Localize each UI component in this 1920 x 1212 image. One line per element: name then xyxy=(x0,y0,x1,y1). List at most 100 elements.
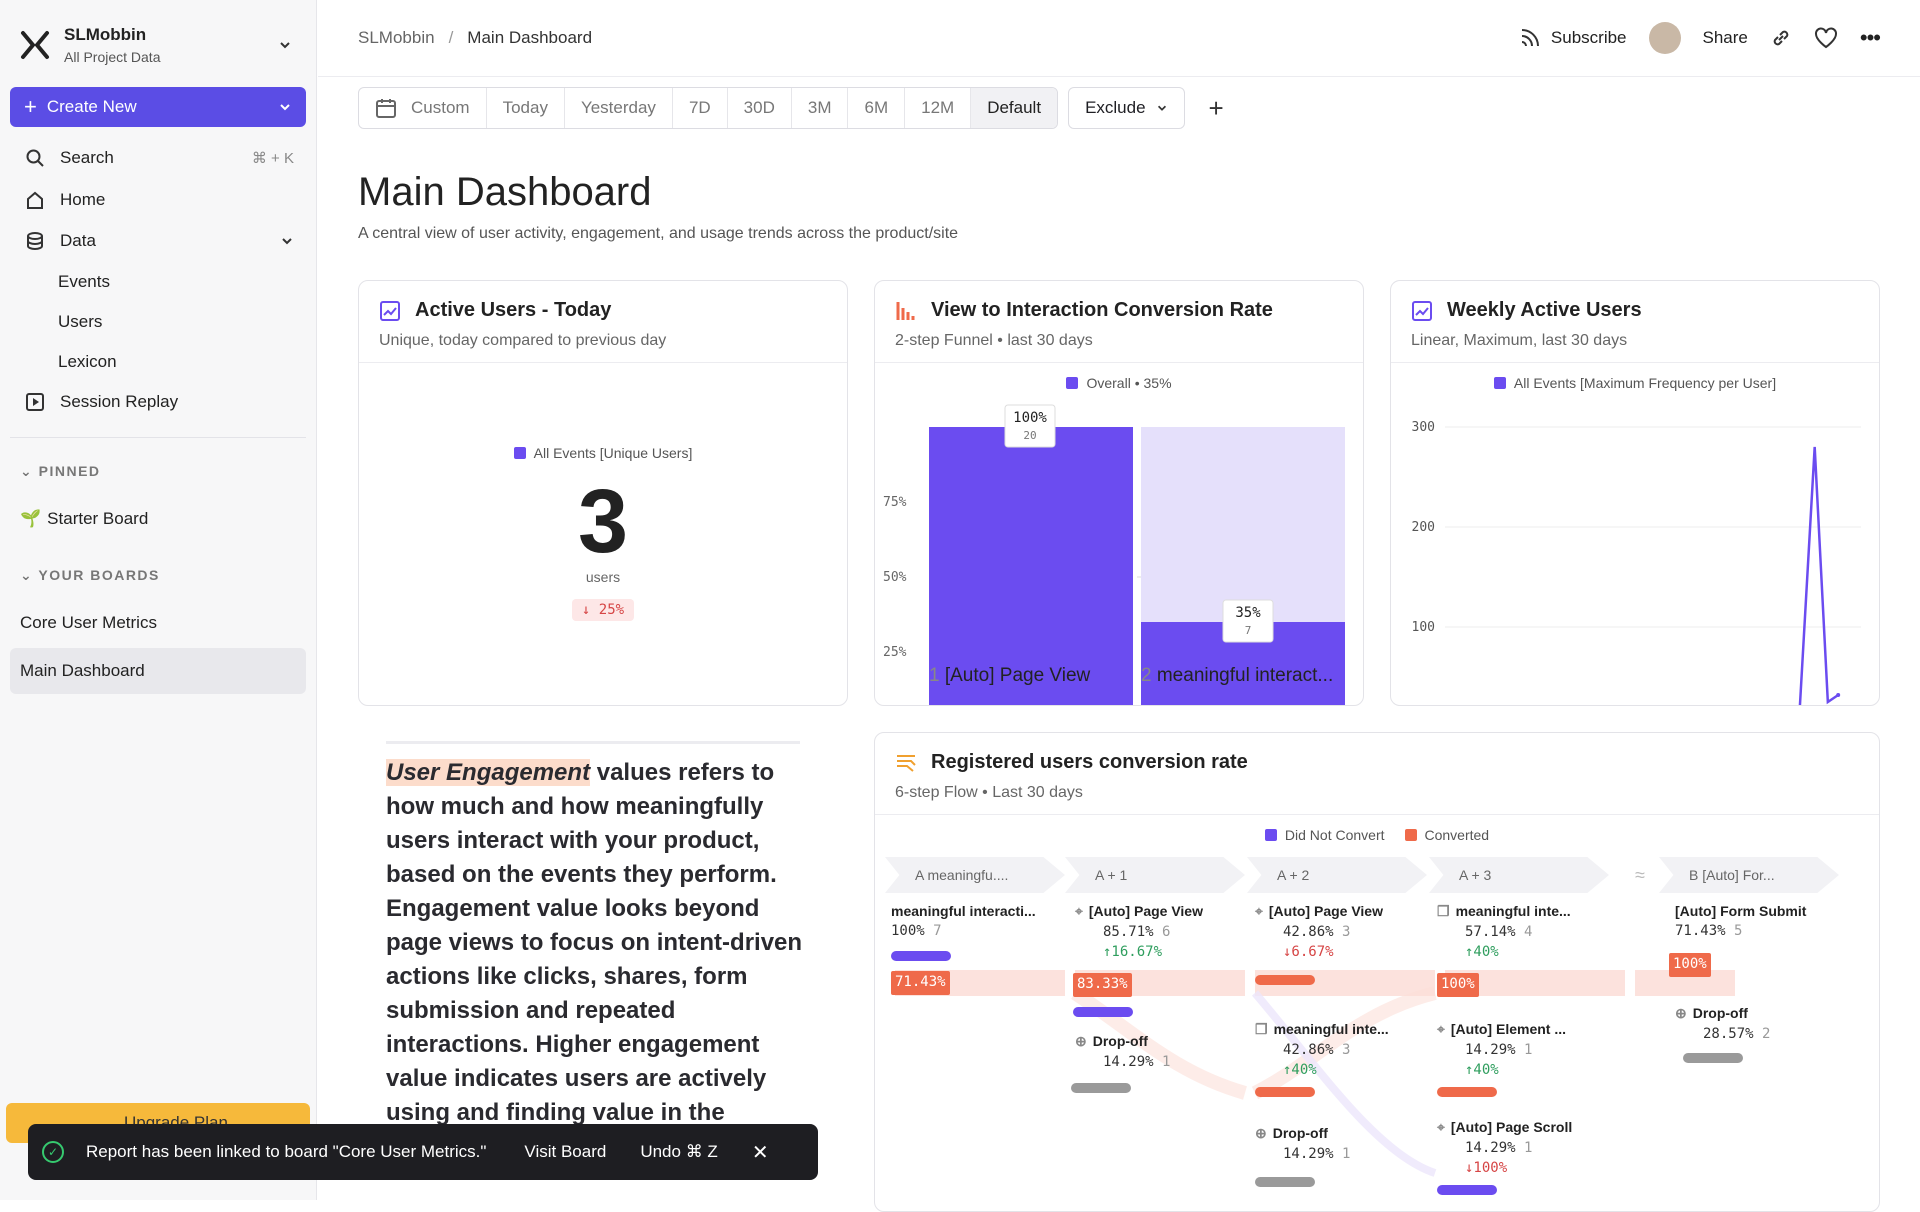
funnel-bar[interactable] xyxy=(929,427,1133,706)
date-option-12m[interactable]: 12M xyxy=(905,88,972,128)
flow-bar xyxy=(1683,1053,1743,1063)
date-filter-bar: Custom Today Yesterday 7D 30D 3M 6M 12M Default … xyxy=(358,87,1224,129)
card-title: View to Interaction Conversion Rate xyxy=(931,299,1273,321)
board-core-user-metrics[interactable]: Core User Metrics xyxy=(10,600,306,646)
flow-node[interactable]: ⌖ [Auto] Page Scroll 14.29% 1 ↓100% xyxy=(1437,1119,1572,1176)
sidebar-item-data[interactable]: Data xyxy=(10,223,306,259)
flow-node[interactable]: ⌖ [Auto] Page View 85.71% 6 ↑16.67% xyxy=(1075,903,1203,960)
board-starter[interactable]: 🌱 Starter Board xyxy=(10,496,306,542)
node-count: 5 xyxy=(1734,923,1743,939)
node-percent: 42.86% xyxy=(1283,924,1334,940)
sidebar-item-lexicon[interactable]: Lexicon xyxy=(10,344,306,380)
flow-node[interactable]: ⌖ [Auto] Page View 42.86% 3 ↓6.67% xyxy=(1255,903,1383,960)
link-icon[interactable] xyxy=(1770,27,1792,49)
breadcrumb-root[interactable]: SLMobbin xyxy=(358,28,435,47)
legend-label: All Events [Maximum Frequency per User] xyxy=(1513,375,1777,391)
date-option-today[interactable]: Today xyxy=(487,88,565,128)
sidebar-item-session-replay[interactable]: Session Replay xyxy=(10,384,306,420)
collapse-icon[interactable]: ≈ xyxy=(1635,865,1645,885)
node-change: ↑40% xyxy=(1465,944,1499,960)
flow-step-header[interactable]: A + 1 xyxy=(1065,857,1245,893)
card-subtitle: 6-step Flow • Last 30 days xyxy=(895,784,1083,801)
board-main-dashboard[interactable]: Main Dashboard xyxy=(10,648,306,694)
legend-label: Did Not Convert xyxy=(1284,827,1385,843)
avatar[interactable] xyxy=(1648,22,1681,54)
line-chart-icon xyxy=(1412,300,1432,321)
search-icon xyxy=(24,147,46,169)
node-change: ↓100% xyxy=(1465,1160,1508,1176)
sidebar-item-events[interactable]: Events xyxy=(10,264,306,300)
flow-node[interactable]: [Auto] Form Submit 71.43% 5 xyxy=(1675,903,1806,939)
bar-count: 20 xyxy=(1023,429,1036,442)
funnel-step-1-label: 1 [Auto] Page View xyxy=(929,665,1090,687)
your-boards-header[interactable]: ⌄ YOUR BOARDS xyxy=(20,567,160,584)
y-tick-label: 200 xyxy=(1412,520,1435,535)
node-change: ↑40% xyxy=(1465,1062,1499,1078)
plus-icon: + xyxy=(24,94,37,119)
active-users-card[interactable]: Active Users - Today Unique, today compa… xyxy=(358,280,848,706)
sidebar-item-users[interactable]: Users xyxy=(10,304,306,340)
card-title: Active Users - Today xyxy=(415,299,612,321)
sidebar-item-label: Events xyxy=(58,272,110,291)
flow-node[interactable]: ❐ meaningful inte... 57.14% 4 ↑40% xyxy=(1437,903,1571,960)
sidebar-item-label: Session Replay xyxy=(60,392,179,411)
node-percent: 14.29% xyxy=(1283,1146,1334,1162)
date-option-3m[interactable]: 3M xyxy=(792,88,849,128)
series-line[interactable] xyxy=(1465,446,1839,706)
series-point xyxy=(1836,693,1841,697)
flow-node[interactable]: ❐ meaningful inte... 42.86% 3 ↑40% xyxy=(1255,1021,1389,1078)
project-switcher[interactable]: SLMobbin All Project Data xyxy=(20,22,298,68)
flow-node[interactable]: ⊕ Drop-off 14.29% 1 xyxy=(1255,1125,1350,1162)
sidebar-item-home[interactable]: Home xyxy=(10,182,306,218)
heart-icon[interactable] xyxy=(1814,27,1838,49)
weekly-line-chart: 0100200300Dec 22Dec 29Jan 5Jan 12Jan 19 xyxy=(1412,420,1861,706)
create-new-button[interactable]: + Create New xyxy=(10,87,306,127)
exclude-dropdown[interactable]: Exclude xyxy=(1068,87,1185,129)
share-label: Share xyxy=(1702,28,1748,47)
subscribe-button[interactable]: Subscribe xyxy=(1519,27,1627,49)
date-option-30d[interactable]: 30D xyxy=(728,88,792,128)
date-option-custom[interactable]: Custom xyxy=(359,88,487,128)
flow-node[interactable]: ⊕ Drop-off 28.57% 2 xyxy=(1675,1005,1770,1042)
date-option-yesterday[interactable]: Yesterday xyxy=(565,88,673,128)
close-icon[interactable]: ✕ xyxy=(751,1141,769,1164)
node-name: [Auto] Element ... xyxy=(1450,1021,1567,1037)
date-option-6m[interactable]: 6M xyxy=(848,88,906,128)
pinned-header[interactable]: ⌄ PINNED xyxy=(20,463,101,480)
more-options-icon[interactable]: ••• xyxy=(1859,25,1881,50)
card-subtitle: Linear, Maximum, last 30 days xyxy=(1411,332,1628,349)
date-option-7d[interactable]: 7D xyxy=(673,88,728,128)
divider xyxy=(10,437,306,438)
toast-message: Report has been linked to board "Core Us… xyxy=(86,1142,487,1161)
node-count: 1 xyxy=(1162,1054,1171,1070)
pinned-header-label: PINNED xyxy=(38,463,101,479)
conversion-tag: 83.33% xyxy=(1073,973,1132,997)
node-name: [Auto] Form Submit xyxy=(1675,903,1807,919)
top-bar: SLMobbin / Main Dashboard Subscribe Share … xyxy=(318,0,1920,77)
cursor-click-icon: ⌖ xyxy=(1437,1119,1445,1135)
weekly-active-users-card[interactable]: Weekly Active Users Linear, Maximum, las… xyxy=(1390,280,1880,706)
node-name: [Auto] Page View xyxy=(1268,903,1383,919)
chevron-down-icon[interactable] xyxy=(278,100,292,114)
flow-step-header[interactable]: A meaningfu.... xyxy=(885,857,1065,893)
y-tick-label: 100 xyxy=(1412,620,1435,635)
visit-board-button[interactable]: Visit Board xyxy=(524,1142,607,1161)
sidebar-item-label: Home xyxy=(60,190,106,209)
flow-step-header[interactable]: B [Auto] For... xyxy=(1659,857,1839,893)
add-filter-icon[interactable]: + xyxy=(1208,92,1224,123)
flow-node[interactable]: ⌖ [Auto] Element ... 14.29% 1 ↑40% xyxy=(1437,1021,1566,1078)
sidebar-search[interactable]: Search ⌘ + K xyxy=(10,140,306,176)
dropoff-bar[interactable] xyxy=(1141,427,1345,622)
node-percent: 14.29% xyxy=(1465,1140,1516,1156)
flow-node[interactable]: meaningful interacti... 100% 7 xyxy=(891,903,1036,939)
flow-icon xyxy=(897,754,916,772)
conversion-rate-card[interactable]: View to Interaction Conversion Rate 2-st… xyxy=(874,280,1364,706)
flow-step-header[interactable]: A + 3 xyxy=(1429,857,1609,893)
flow-node[interactable]: ⊕ Drop-off 14.29% 1 xyxy=(1075,1033,1170,1070)
undo-button[interactable]: Undo ⌘ Z xyxy=(640,1142,718,1161)
date-option-default[interactable]: Default xyxy=(971,88,1058,128)
search-label: Search xyxy=(60,148,114,167)
flow-step-header[interactable]: A + 2 xyxy=(1247,857,1427,893)
share-button[interactable]: Share xyxy=(1703,28,1748,48)
registered-users-card[interactable]: Registered users conversion rate 6-step … xyxy=(874,732,1880,1212)
